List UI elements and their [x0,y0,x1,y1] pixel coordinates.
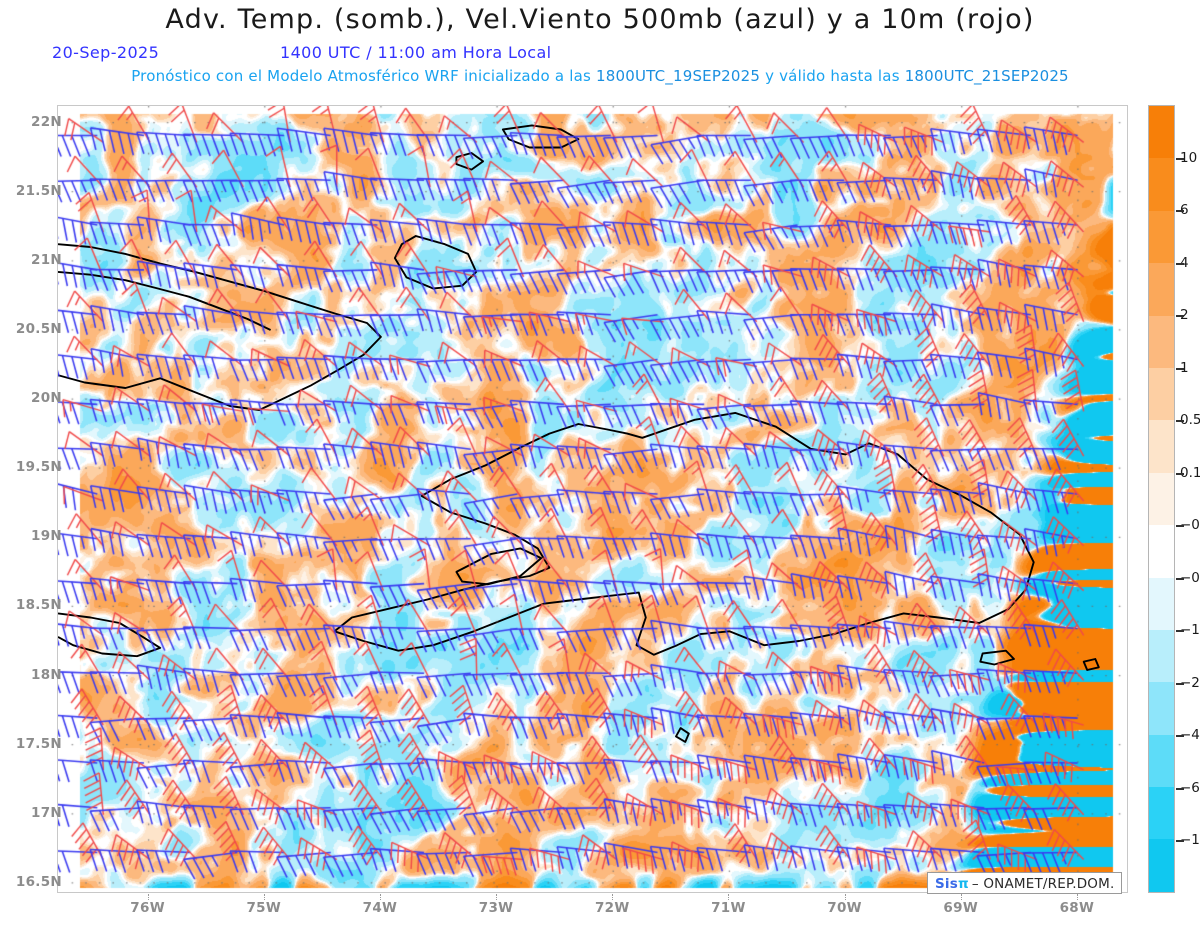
lat-tick-label: 17.5N [15,735,62,752]
lon-tick-mark [496,894,498,900]
colorbar-tick-mark [1176,840,1184,843]
lon-tick-label: 68W [1059,900,1095,916]
lon-tick-label: 74W [362,900,398,916]
lon-tick-mark [147,894,149,900]
colorbar[interactable] [1148,105,1175,893]
colorbar-tick-label: −6 [1180,779,1200,796]
lon-tick-mark [1076,894,1078,900]
lon-tick-label: 72W [594,900,630,916]
colorbar-band [1149,839,1174,892]
logo-pi-icon: π [958,875,969,892]
colorbar-tick-mark [1176,525,1184,528]
lon-tick-mark [379,894,381,900]
colorbar-tick-label: −4 [1180,727,1200,744]
colorbar-band [1149,734,1174,788]
lat-tick-label: 17N [31,804,62,821]
colorbar-tick-mark [1176,420,1184,423]
page-title: Adv. Temp. (somb.), Vel.Viento 500mb (az… [165,4,1035,35]
colorbar-tick-label: 1 [1180,359,1189,376]
colorbar-tick-mark [1176,735,1184,738]
weather-map-plot[interactable] [57,105,1128,893]
lon-tick-label: 76W [130,900,165,916]
lat-tick-label: 20N [31,390,62,407]
chart-header: Adv. Temp. (somb.), Vel.Viento 500mb (az… [0,0,1200,95]
colorbar-band [1149,106,1174,159]
colorbar-tick-mark [1176,472,1184,475]
attribution-logo: Sis π – ONAMET/REP.DOM. [927,872,1123,894]
colorbar-tick-label: 2 [1180,307,1189,324]
colorbar-band [1149,787,1174,840]
colorbar-band [1149,629,1174,683]
colorbar-tick-label: −2 [1180,674,1200,691]
lon-tick-mark [612,894,614,900]
lon-tick-mark [263,894,265,900]
colorbar-band [1149,315,1174,368]
colorbar-band [1149,263,1174,316]
logo-org-text: – ONAMET/REP.DOM. [971,875,1115,892]
colorbar-band [1149,210,1174,264]
colorbar-tick-label: 4 [1180,254,1189,271]
wind-barbs-overlay [58,106,1127,892]
lon-tick-label: 70W [827,900,862,916]
colorbar-band [1149,577,1174,630]
colorbar-tick-mark [1176,315,1184,318]
lon-tick-mark [960,894,962,900]
colorbar-band [1149,420,1174,473]
colorbar-band [1149,158,1174,211]
colorbar-tick-label: −0.5 [1180,569,1200,586]
lon-tick-label: 69W [943,900,979,916]
lat-tick-label: 16.5N [15,873,62,890]
colorbar-band [1149,682,1174,735]
colorbar-tick-mark [1176,577,1184,580]
lat-tick-label: 19N [31,528,62,545]
subtitle-row: 20-Sep-2025 1400 UTC / 11:00 am Hora Loc… [0,43,1200,65]
lat-tick-label: 18.5N [15,597,62,614]
lon-tick-mark [728,894,730,900]
lat-tick-label: 21.5N [15,182,62,199]
lon-tick-label: 73W [478,900,514,916]
lat-tick-label: 20.5N [15,320,62,337]
colorbar-tick-mark [1176,682,1184,685]
forecast-time: 1400 UTC / 11:00 am Hora Local [280,43,552,62]
colorbar-tick-label: −1 [1180,622,1200,639]
lon-tick-label: 75W [246,900,282,916]
colorbar-tick-mark [1176,262,1184,265]
forecast-middle: y válido hasta las [765,67,900,85]
forecast-init-date: 1800UTC_19SEP2025 [595,67,761,85]
lon-tick-label: 71W [711,900,746,916]
colorbar-tick-mark [1176,367,1184,370]
colorbar-tick-mark [1176,210,1184,213]
logo-sis-text: Sis [935,875,958,892]
lon-tick-mark [844,894,846,900]
colorbar-tick-label: 6 [1180,202,1189,219]
colorbar-tick-label: 0.1 [1180,464,1200,481]
forecast-description: Pronóstico con el Modelo Atmosférico WRF… [0,67,1200,85]
colorbar-tick-label: −10 [1180,832,1200,849]
lat-tick-label: 18N [31,666,62,683]
colorbar-tick-mark [1176,630,1184,633]
colorbar-band [1149,472,1174,526]
forecast-valid-date: 1800UTC_21SEP2025 [904,67,1069,85]
colorbar-band [1149,525,1174,578]
colorbar-tick-label: 0.5 [1180,412,1200,429]
forecast-date: 20-Sep-2025 [52,43,160,62]
lat-tick-label: 21N [31,251,62,268]
colorbar-tick-label: 10 [1180,149,1198,166]
colorbar-tick-label: −0.1 [1180,517,1200,534]
forecast-prefix: Pronóstico con el Modelo Atmosférico WRF… [131,67,591,85]
lat-tick-label: 19.5N [15,459,62,476]
colorbar-tick-mark [1176,787,1184,790]
colorbar-band [1149,367,1174,421]
lat-tick-label: 22N [31,113,62,130]
colorbar-tick-mark [1176,157,1184,160]
